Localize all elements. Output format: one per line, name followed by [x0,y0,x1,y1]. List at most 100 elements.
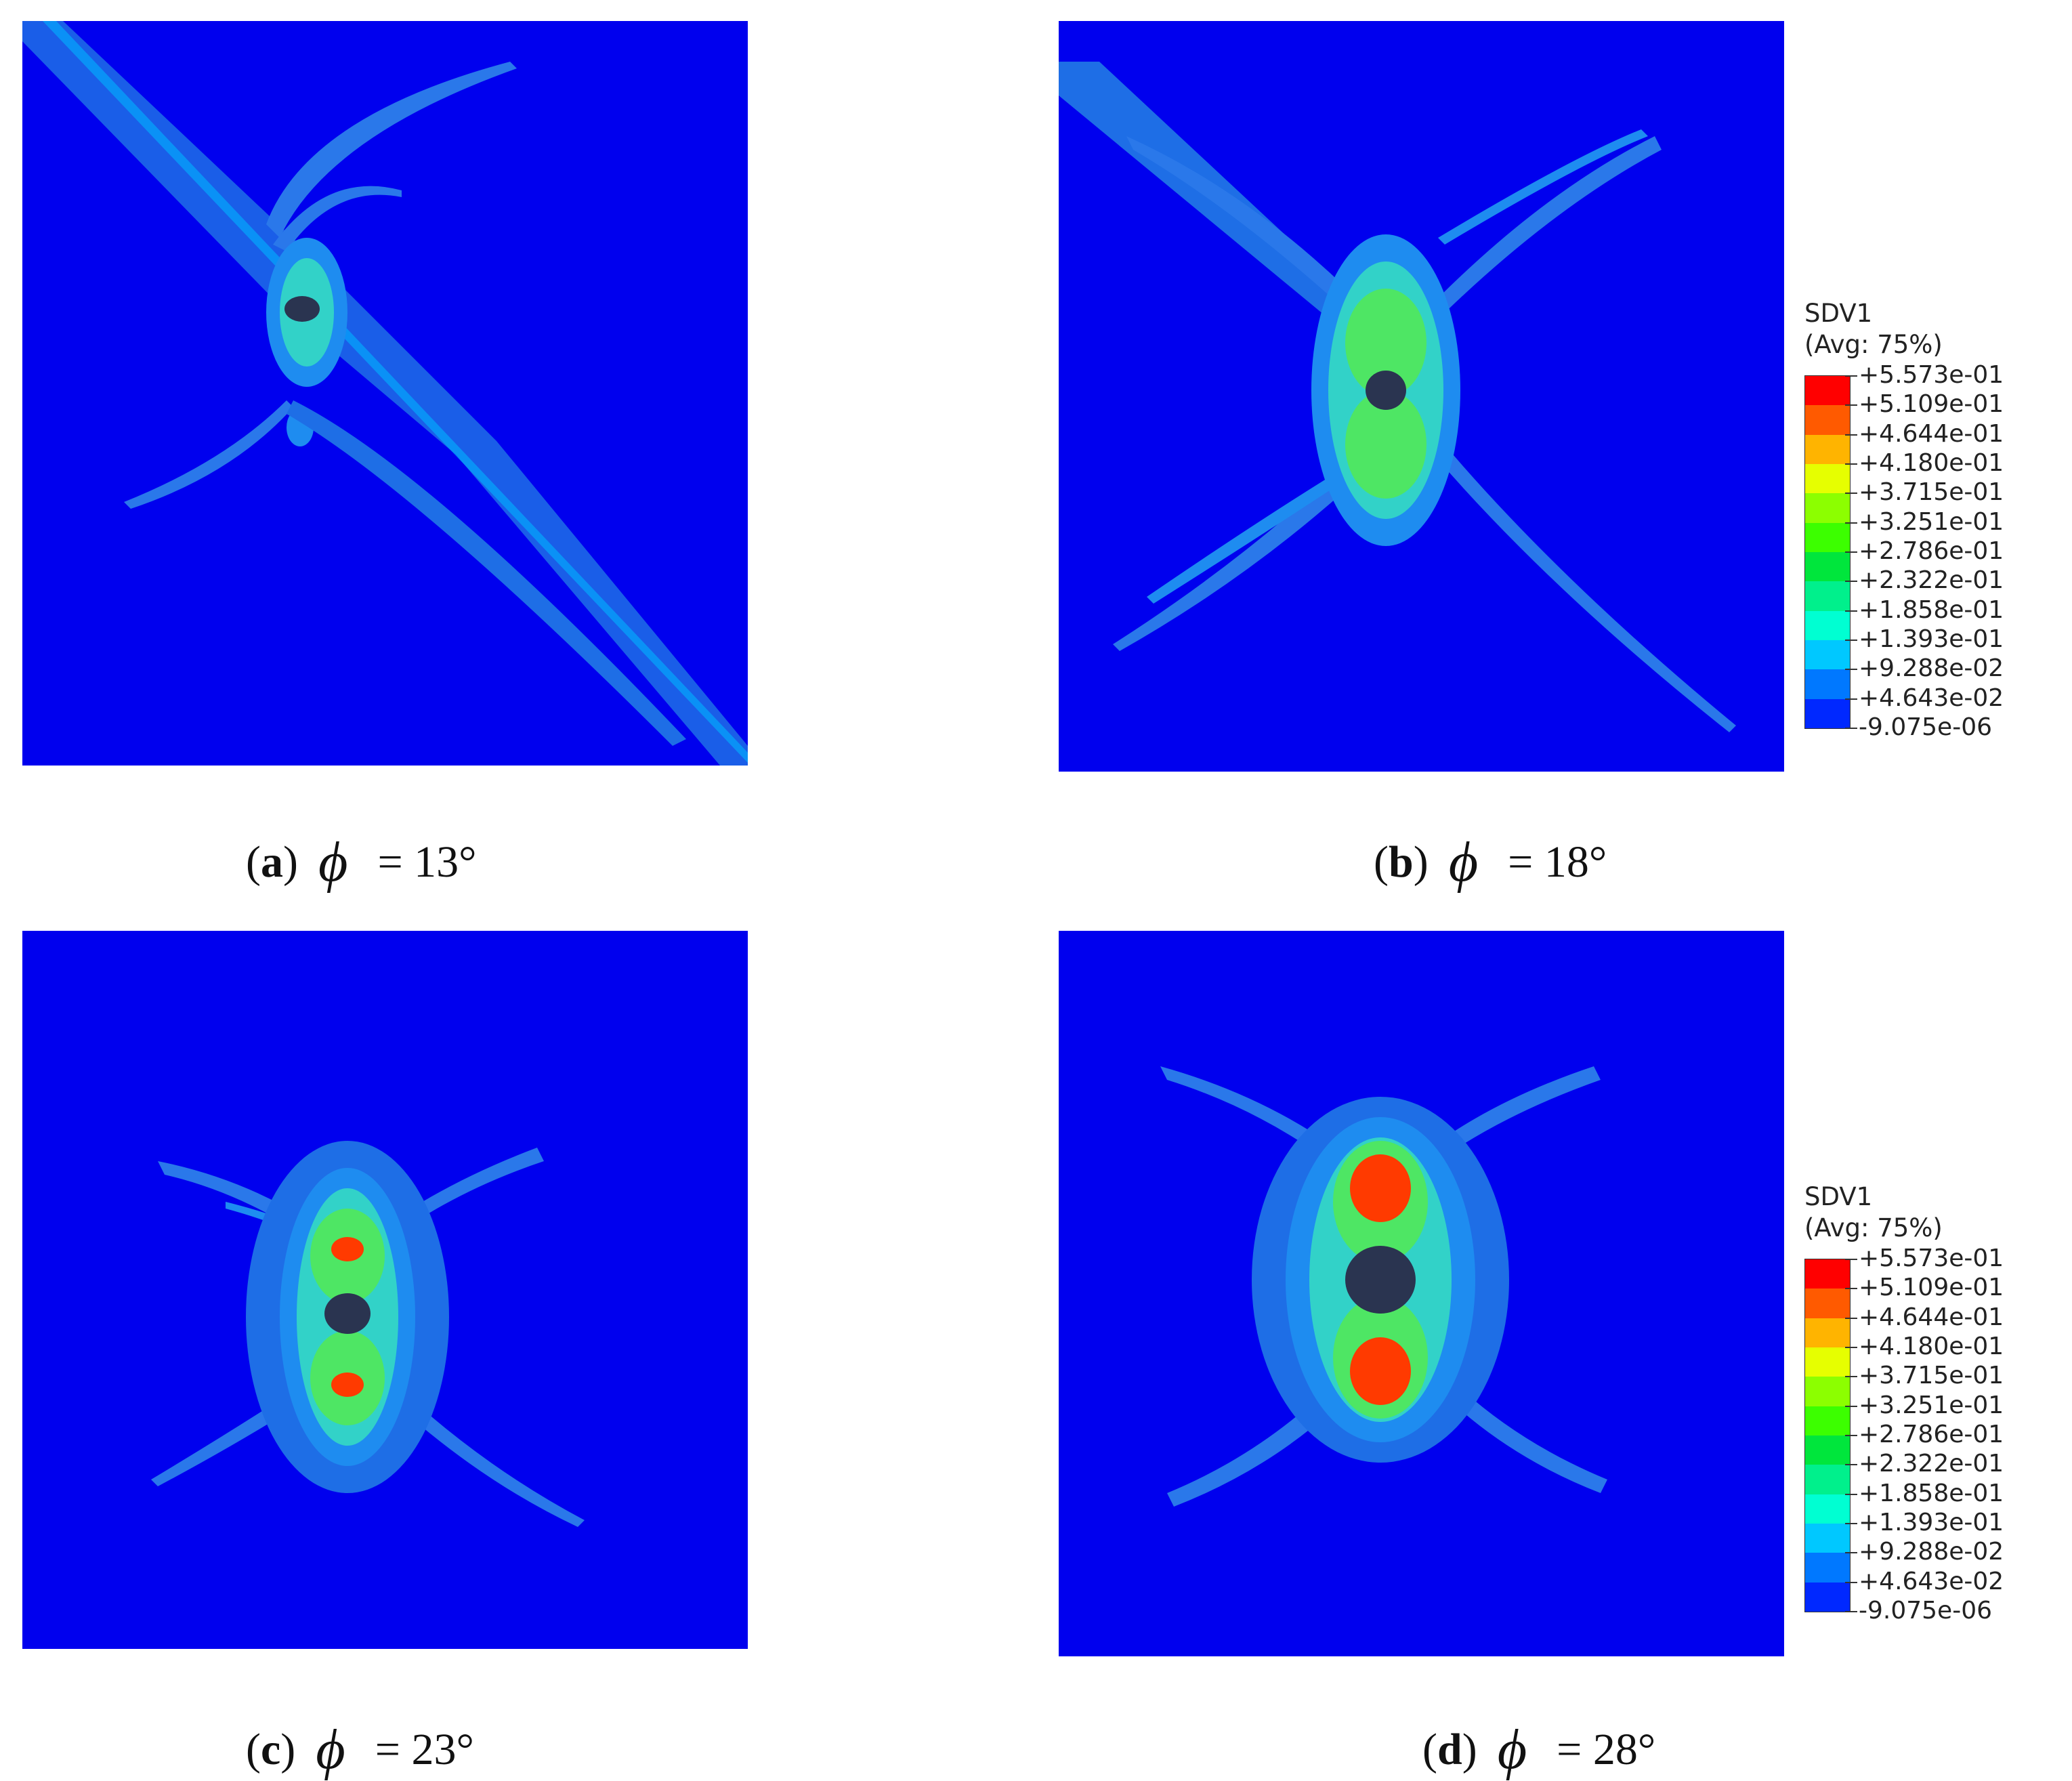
hole-d [1345,1246,1416,1314]
legend-swatch [1805,640,1850,670]
legend-tick [1845,463,1857,465]
caption-b: (b) ϕ = 18° [1374,831,1607,894]
legend-swatch [1805,1406,1850,1436]
color-legend-top: SDV1 (Avg: 75%) +5.573e-01 +5.109e-01 +4.6… [1804,298,2072,751]
legend-tick [1845,1493,1857,1495]
legend-tick [1845,669,1857,671]
legend-swatch [1805,1494,1850,1524]
legend-swatch [1805,493,1850,523]
legend-label: +2.786e-01 [1859,537,2004,565]
legend-label: +4.643e-02 [1859,684,2004,712]
legend-label: +3.715e-01 [1859,1362,2004,1390]
legend-swatch [1805,434,1850,464]
hole-c [324,1293,371,1334]
contour-plot-a-graphic [22,21,748,766]
hole-a [284,296,320,322]
legend-tick [1845,1347,1857,1348]
legend-tick [1845,581,1857,583]
legend-swatch [1805,610,1850,640]
legend-scale: +5.573e-01 +5.109e-01 +4.644e-01 +4.180e-01… [1804,362,2072,751]
legend-label: +3.251e-01 [1859,1391,2004,1419]
legend-color-bar [1804,375,1851,729]
legend-tick [1845,1259,1857,1260]
legend-swatch [1805,1318,1850,1347]
legend-title: SDV1 [1804,299,1873,328]
contour-plot-d-graphic [1160,1066,1607,1507]
legend-label: +9.288e-02 [1859,654,2004,683]
legend-label: +3.251e-01 [1859,507,2004,536]
legend-tick [1845,1581,1857,1583]
phi-symbol: ϕ [318,831,348,894]
legend-swatch [1805,1347,1850,1377]
legend-swatch [1805,463,1850,494]
contour-plot-a [22,21,748,766]
hole-b [1366,371,1406,410]
legend-tick [1845,1552,1857,1554]
legend-tick [1845,1288,1857,1290]
legend-tick [1845,728,1857,729]
legend-subtitle: (Avg: 75%) [1804,1213,1943,1242]
legend-label: +4.643e-02 [1859,1567,2004,1595]
legend-tick [1845,1523,1857,1524]
legend-label: +2.786e-01 [1859,1421,2004,1448]
contour-plot-c [22,931,748,1649]
contour-plot-d [1059,931,1784,1656]
legend-swatch [1805,1288,1850,1318]
legend-label: +1.393e-01 [1859,1509,2004,1536]
legend-tick [1845,1611,1857,1612]
legend-label: +4.644e-01 [1859,419,2004,448]
legend-label: +5.109e-01 [1859,1274,2004,1302]
contour-plot-c-graphic [151,1141,585,1527]
legend-tick [1845,1464,1857,1466]
legend-tick [1845,493,1857,495]
caption-c: (c) ϕ = 23° [246,1718,474,1781]
legend-subtitle: (Avg: 75%) [1804,330,1943,359]
legend-tick [1845,404,1857,406]
phi-symbol: ϕ [316,1718,345,1781]
legend-swatch [1805,522,1850,552]
legend-swatch [1805,1523,1850,1553]
legend-swatch [1805,698,1850,728]
caption-d: (d) ϕ = 28° [1422,1718,1656,1781]
legend-swatch [1805,1435,1850,1465]
legend-swatch [1805,1582,1850,1612]
legend-label: +1.858e-01 [1859,595,2004,624]
phi-symbol: ϕ [1497,1718,1527,1781]
legend-swatch [1805,1259,1850,1289]
legend-label: -9.075e-06 [1859,713,1992,741]
color-legend-bottom: SDV1 (Avg: 75%) +5.573e-01 +5.109e-01 +4.6… [1804,1181,2072,1634]
legend-label: +1.858e-01 [1859,1479,2004,1507]
legend-tick [1845,1435,1857,1436]
legend-swatch [1805,1377,1850,1406]
legend-swatch [1805,551,1850,582]
phi-symbol: ϕ [1448,831,1479,894]
legend-swatch [1805,1553,1850,1583]
contour-plot-b-graphic [1059,62,1736,732]
legend-tick [1845,522,1857,524]
legend-tick [1845,375,1857,377]
caption-a: (a) ϕ = 13° [246,831,477,894]
legend-tick [1845,1376,1857,1378]
legend-swatch [1805,1465,1850,1494]
legend-scale: +5.573e-01 +5.109e-01 +4.644e-01 +4.180e-01… [1804,1245,2072,1634]
legend-label: +4.180e-01 [1859,1333,2004,1360]
legend-tick [1845,1405,1857,1407]
contour-plot-b [1059,21,1784,772]
legend-label: +4.644e-01 [1859,1303,2004,1331]
legend-label: +9.288e-02 [1859,1538,2004,1566]
caption-value: = 13° [377,837,477,887]
legend-label: +5.573e-01 [1859,1244,2004,1272]
caption-value: = 23° [375,1725,474,1774]
legend-swatch [1805,376,1850,406]
legend-label: +3.715e-01 [1859,478,2004,507]
legend-tick [1845,610,1857,612]
legend-swatch [1805,581,1850,611]
legend-label: +5.573e-01 [1859,361,2004,389]
legend-swatch [1805,405,1850,435]
legend-tick [1845,640,1857,641]
legend-tick [1845,434,1857,436]
legend-title: SDV1 [1804,1182,1873,1211]
legend-label: -9.075e-06 [1859,1597,1992,1625]
legend-tick [1845,551,1857,553]
legend-label: +2.322e-01 [1859,566,2004,595]
